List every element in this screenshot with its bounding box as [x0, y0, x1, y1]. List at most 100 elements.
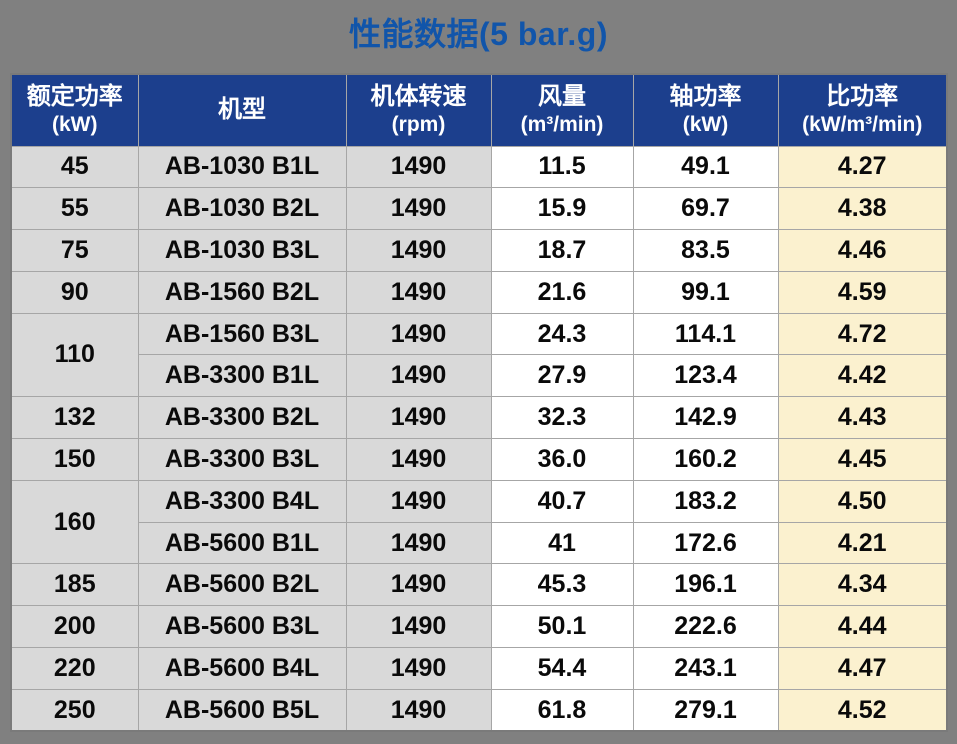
cell-flow: 21.6 [490, 270, 634, 314]
col-header-title: 风量 [538, 83, 586, 111]
cell-rpm: 1490 [345, 688, 492, 732]
page-title: 性能数据(5 bar.g) [349, 16, 608, 52]
cell-model: AB-3300 B1L [137, 354, 347, 398]
cell-rpm: 1490 [345, 354, 492, 398]
cell-rpm: 1490 [345, 145, 492, 189]
table-row: AB-3300 B1L 1490 27.9 123.4 4.42 [11, 354, 948, 398]
cell-rpm: 1490 [345, 479, 492, 523]
table-row: 90 AB-1560 B2L 1490 21.6 99.1 4.59 [10, 270, 948, 314]
table-header-row: 额定功率 (kW) 机型 机体转速 (rpm) 风量 (m³/min) 轴功率 (kW) 比功率(… [10, 73, 948, 147]
cell-specific: 4.27 [777, 145, 948, 189]
cell-shaft: 279.1 [632, 688, 779, 732]
cell-power: 110 [10, 312, 139, 398]
table-row: 185 AB-5600 B2L 1490 45.3 196.1 4.34 [10, 563, 948, 607]
cell-flow: 41 [490, 521, 634, 565]
cell-rpm: 1490 [345, 521, 492, 565]
cell-power: 132 [10, 396, 139, 440]
cell-rpm: 1490 [345, 270, 492, 314]
cell-specific: 4.50 [777, 479, 948, 523]
cell-specific: 4.46 [777, 229, 948, 272]
cell-specific: 4.47 [777, 647, 948, 690]
col-header-power: 额定功率 (kW) [10, 73, 139, 147]
cell-model: AB-5600 B5L [137, 688, 347, 732]
cell-rpm: 1490 [345, 229, 492, 272]
cell-model: AB-5600 B4L [137, 647, 347, 690]
table-row: 132 AB-3300 B2L 1490 32.3 142.9 4.43 [10, 396, 948, 440]
cell-model: AB-1030 B3L [137, 229, 347, 272]
table-row: AB-5600 B1L 1490 41 172.6 4.21 [11, 521, 948, 565]
col-header-unit: (kW) [682, 113, 729, 137]
table-row: 75 AB-1030 B3L 1490 18.7 83.5 4.46 [10, 229, 948, 272]
cell-rpm: 1490 [345, 605, 492, 649]
col-header-title: 比功率 [826, 83, 899, 111]
cell-flow: 45.3 [490, 563, 634, 607]
col-header-unit: (kW) [52, 113, 98, 137]
cell-power: 55 [10, 187, 139, 231]
col-header-specific: 比功率 (kW/m³/min) [777, 73, 948, 147]
cell-shaft: 160.2 [632, 438, 779, 481]
cell-model: AB-1560 B3L [137, 312, 347, 356]
cell-specific: 4.52 [777, 688, 948, 732]
cell-specific: 4.42 [777, 354, 948, 398]
cell-power: 200 [10, 605, 139, 649]
cell-shaft: 99.1 [632, 270, 779, 314]
cell-power: 220 [10, 647, 139, 690]
cell-flow: 24.3 [490, 312, 634, 356]
cell-model: AB-5600 B3L [137, 605, 347, 649]
cell-flow: 32.3 [490, 396, 634, 440]
table-body: 45 AB-1030 B1L 1490 11.5 49.1 4.27 55 AB-1030 B… [10, 145, 948, 732]
cell-shaft: 196.1 [632, 563, 779, 607]
cell-rpm: 1490 [345, 647, 492, 690]
cell-rpm: 1490 [345, 438, 492, 481]
table-row: 55 AB-1030 B2L 1490 15.9 69.7 4.38 [10, 187, 948, 231]
cell-shaft: 243.1 [632, 647, 779, 690]
cell-specific: 4.43 [777, 396, 948, 440]
cell-power: 75 [10, 229, 139, 272]
cell-model: AB-3300 B4L [137, 479, 347, 523]
cell-rpm: 1490 [345, 187, 492, 231]
table-row: 220 AB-5600 B4L 1490 54.4 243.1 4.47 [10, 647, 948, 690]
cell-flow: 50.1 [490, 605, 634, 649]
col-header-shaft: 轴功率 (kW) [632, 73, 779, 147]
cell-shaft: 49.1 [632, 145, 779, 189]
cell-flow: 36.0 [490, 438, 634, 481]
cell-rpm: 1490 [345, 312, 492, 356]
cell-power: 150 [10, 438, 139, 481]
cell-shaft: 172.6 [632, 521, 779, 565]
cell-power: 160 [10, 479, 139, 565]
table-row: 110 AB-1560 B3L 1490 24.3 114.1 4.72 [10, 312, 948, 398]
table-row: 200 AB-5600 B3L 1490 50.1 222.6 4.44 [10, 605, 948, 649]
performance-table: 额定功率 (kW) 机型 机体转速 (rpm) 风量 (m³/min) 轴功率 (kW) 比功率(… [10, 73, 948, 733]
col-header-unit: (m³/min) [520, 113, 604, 137]
cell-flow: 11.5 [490, 145, 634, 189]
cell-power: 90 [10, 270, 139, 314]
cell-model: AB-5600 B2L [137, 563, 347, 607]
table-row: 160 AB-3300 B4L 1490 40.7 183.2 4.50 [10, 479, 948, 565]
cell-specific: 4.38 [777, 187, 948, 231]
col-header-title: 机型 [218, 96, 266, 124]
cell-flow: 54.4 [490, 647, 634, 690]
cell-power: 250 [10, 688, 139, 732]
cell-specific: 4.34 [777, 563, 948, 607]
cell-shaft: 114.1 [632, 312, 779, 356]
cell-shaft: 222.6 [632, 605, 779, 649]
col-header-unit: (kW/m³/min) [802, 113, 923, 137]
cell-specific: 4.44 [777, 605, 948, 649]
cell-flow: 27.9 [490, 354, 634, 398]
cell-shaft: 69.7 [632, 187, 779, 231]
cell-model: AB-3300 B3L [137, 438, 347, 481]
cell-shaft: 183.2 [632, 479, 779, 523]
col-header-title: 额定功率 [26, 83, 123, 111]
col-header-model: 机型 [137, 73, 347, 147]
cell-specific: 4.72 [777, 312, 948, 356]
cell-flow: 15.9 [490, 187, 634, 231]
col-header-unit: (rpm) [391, 113, 446, 137]
cell-rpm: 1490 [345, 396, 492, 440]
cell-shaft: 123.4 [632, 354, 779, 398]
cell-shaft: 83.5 [632, 229, 779, 272]
cell-model: AB-1030 B2L [137, 187, 347, 231]
cell-power: 185 [10, 563, 139, 607]
table-row: 150 AB-3300 B3L 1490 36.0 160.2 4.45 [10, 438, 948, 481]
cell-model: AB-1030 B1L [137, 145, 347, 189]
